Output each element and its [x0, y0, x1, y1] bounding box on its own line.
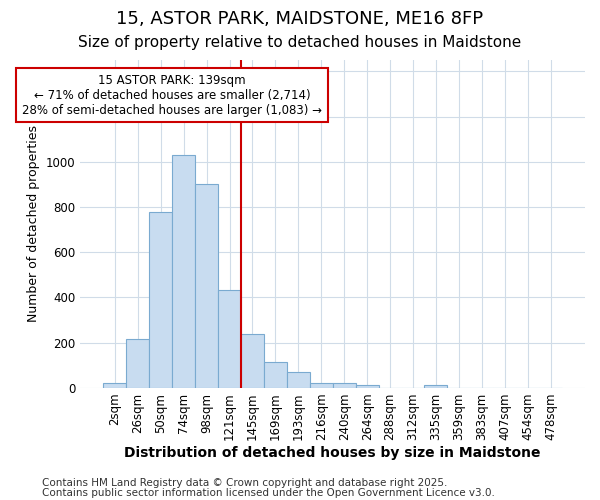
- Bar: [424, 384, 448, 388]
- Bar: [218, 290, 241, 388]
- Y-axis label: Number of detached properties: Number of detached properties: [27, 126, 40, 322]
- Text: 15 ASTOR PARK: 139sqm
← 71% of detached houses are smaller (2,714)
28% of semi-d: 15 ASTOR PARK: 139sqm ← 71% of detached …: [22, 74, 322, 116]
- Bar: [241, 334, 264, 388]
- Text: Contains HM Land Registry data © Crown copyright and database right 2025.: Contains HM Land Registry data © Crown c…: [42, 478, 448, 488]
- Text: Contains public sector information licensed under the Open Government Licence v3: Contains public sector information licen…: [42, 488, 495, 498]
- Bar: [356, 384, 379, 388]
- Bar: [195, 184, 218, 388]
- X-axis label: Distribution of detached houses by size in Maidstone: Distribution of detached houses by size …: [124, 446, 541, 460]
- Bar: [149, 212, 172, 388]
- Bar: [264, 362, 287, 388]
- Bar: [287, 372, 310, 388]
- Bar: [172, 155, 195, 388]
- Bar: [333, 384, 356, 388]
- Bar: [310, 384, 333, 388]
- Bar: [127, 340, 149, 388]
- Bar: [103, 384, 127, 388]
- Text: 15, ASTOR PARK, MAIDSTONE, ME16 8FP: 15, ASTOR PARK, MAIDSTONE, ME16 8FP: [116, 10, 484, 28]
- Text: Size of property relative to detached houses in Maidstone: Size of property relative to detached ho…: [79, 35, 521, 50]
